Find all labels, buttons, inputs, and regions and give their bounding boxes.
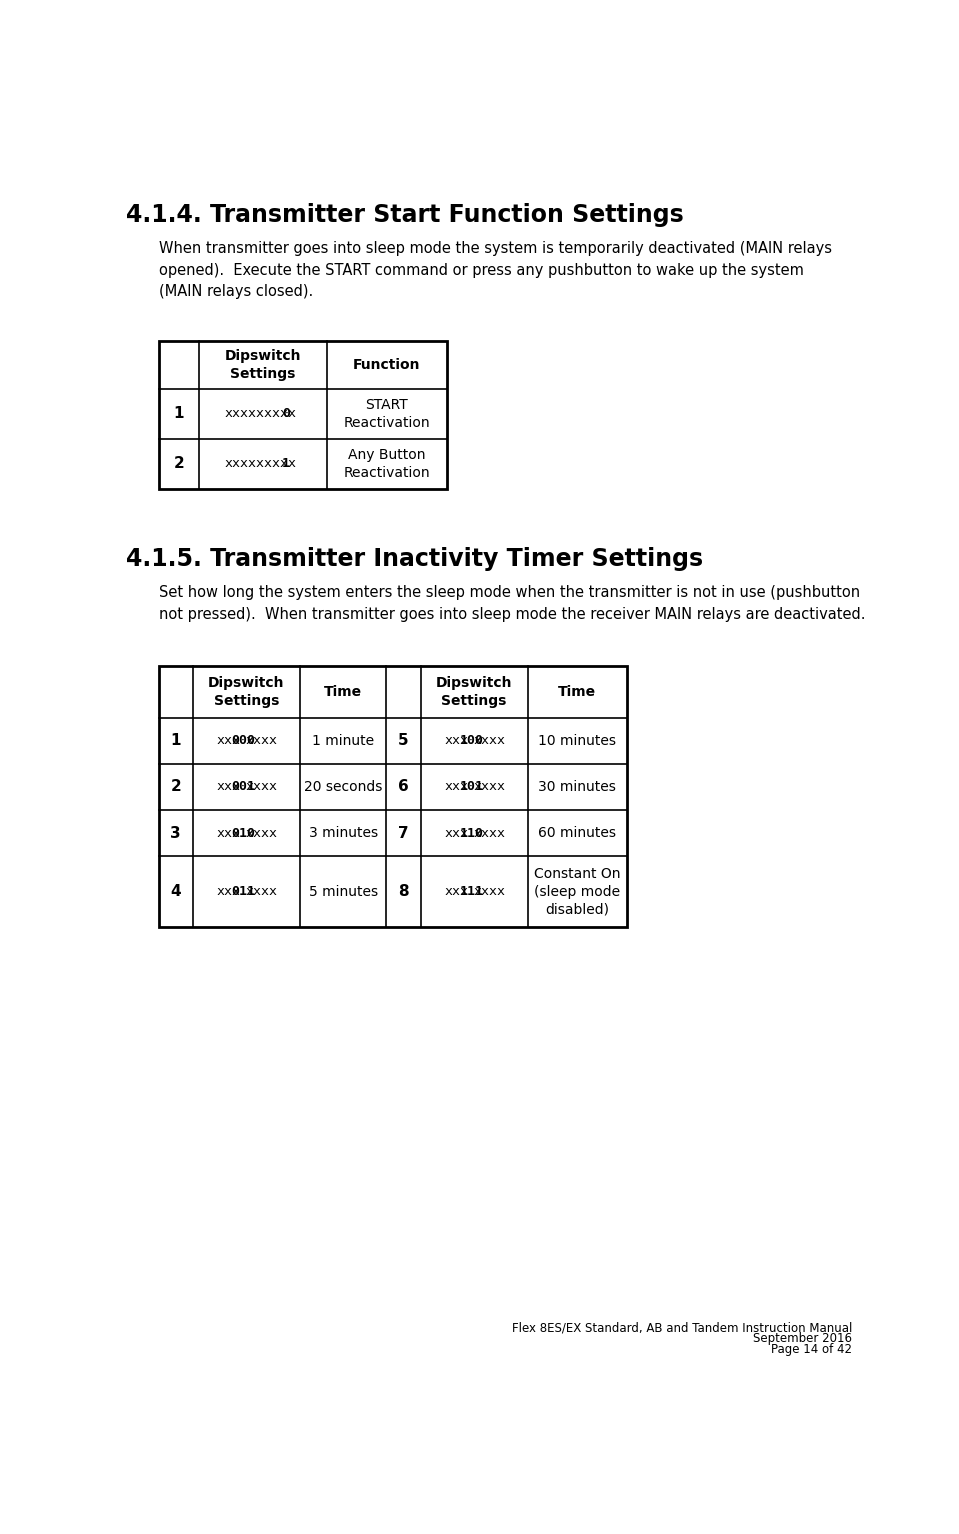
- Text: xxx: xxx: [444, 885, 468, 899]
- Text: 5: 5: [398, 733, 409, 749]
- Bar: [158, 341, 447, 489]
- Text: 110: 110: [459, 827, 483, 839]
- Text: When transmitter goes into sleep mode the system is temporarily deactivated (MAI: When transmitter goes into sleep mode th…: [158, 241, 831, 299]
- Text: Page 14 of 42: Page 14 of 42: [771, 1344, 853, 1356]
- Text: 001: 001: [232, 781, 256, 793]
- Text: Set how long the system enters the sleep mode when the transmitter is not in use: Set how long the system enters the sleep…: [158, 586, 865, 621]
- Text: 20 seconds: 20 seconds: [304, 779, 383, 795]
- Text: 2: 2: [171, 779, 181, 795]
- Text: xxxxxxxxx: xxxxxxxxx: [224, 457, 296, 471]
- Text: 010: 010: [232, 827, 256, 839]
- Text: Constant On
(sleep mode
disabled): Constant On (sleep mode disabled): [534, 867, 620, 916]
- Text: 8: 8: [398, 884, 409, 899]
- Text: Dipswitch
Settings: Dipswitch Settings: [435, 676, 512, 707]
- Text: September 2016: September 2016: [753, 1332, 853, 1345]
- Text: 000: 000: [232, 735, 256, 747]
- Text: 1 minute: 1 minute: [312, 733, 374, 747]
- Text: Flex 8ES/EX Standard, AB and Tandem Instruction Manual: Flex 8ES/EX Standard, AB and Tandem Inst…: [512, 1321, 853, 1335]
- Text: 100: 100: [459, 735, 483, 747]
- Text: 4: 4: [171, 884, 181, 899]
- Text: 1: 1: [174, 407, 184, 422]
- Text: 5 minutes: 5 minutes: [309, 885, 378, 899]
- Text: xxxx: xxxx: [246, 885, 277, 899]
- Text: Time: Time: [558, 684, 596, 700]
- Text: xxx: xxx: [217, 885, 241, 899]
- Text: 011: 011: [232, 885, 256, 899]
- Text: 4.1.4. Transmitter Start Function Settings: 4.1.4. Transmitter Start Function Settin…: [126, 202, 684, 227]
- Text: 3 minutes: 3 minutes: [309, 827, 378, 841]
- Text: Time: Time: [324, 684, 363, 700]
- Text: xxxx: xxxx: [474, 885, 505, 899]
- Text: 1: 1: [171, 733, 181, 749]
- Text: 4.1.5. Transmitter Inactivity Timer Settings: 4.1.5. Transmitter Inactivity Timer Sett…: [126, 546, 703, 571]
- Text: Dipswitch
Settings: Dipswitch Settings: [208, 676, 285, 707]
- Text: Dipswitch
Settings: Dipswitch Settings: [224, 350, 301, 380]
- Text: xxx: xxx: [444, 735, 468, 747]
- Text: xxx: xxx: [217, 781, 241, 793]
- Text: 60 minutes: 60 minutes: [538, 827, 616, 841]
- Text: xxx: xxx: [444, 827, 468, 839]
- Text: Any Button
Reactivation: Any Button Reactivation: [343, 448, 431, 480]
- Text: xxx: xxx: [217, 735, 241, 747]
- Text: 101: 101: [459, 781, 483, 793]
- Text: xxx: xxx: [444, 781, 468, 793]
- Text: xxxx: xxxx: [246, 735, 277, 747]
- Text: 3: 3: [171, 825, 181, 841]
- Text: 30 minutes: 30 minutes: [538, 779, 616, 795]
- Text: 2: 2: [174, 457, 184, 471]
- Text: xxxx: xxxx: [246, 781, 277, 793]
- Text: xxx: xxx: [217, 827, 241, 839]
- Text: 1: 1: [282, 457, 290, 471]
- Text: xxxxxxxxx: xxxxxxxxx: [224, 408, 296, 420]
- Text: 7: 7: [398, 825, 409, 841]
- Text: START
Reactivation: START Reactivation: [343, 397, 431, 430]
- Text: xxxx: xxxx: [246, 827, 277, 839]
- Text: 10 minutes: 10 minutes: [538, 733, 616, 747]
- Bar: [158, 666, 627, 927]
- Text: 6: 6: [398, 779, 409, 795]
- Text: xxxx: xxxx: [474, 735, 505, 747]
- Text: xxxx: xxxx: [474, 781, 505, 793]
- Text: 111: 111: [459, 885, 483, 899]
- Text: 0: 0: [282, 408, 290, 420]
- Text: Function: Function: [353, 357, 421, 373]
- Text: xxxx: xxxx: [474, 827, 505, 839]
